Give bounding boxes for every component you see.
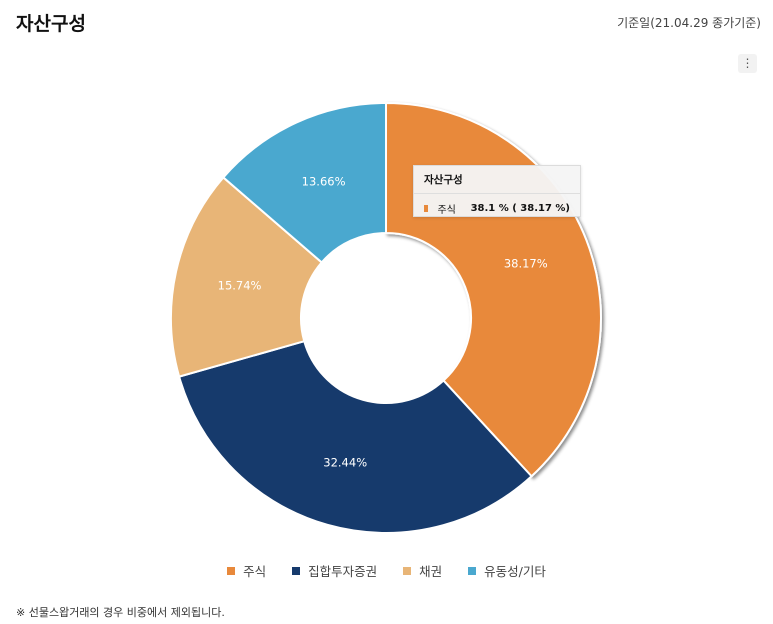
legend-item[interactable]: 주식 [227,561,266,580]
slice-label: 15.74% [218,279,262,293]
footnote: ※ 선물스왑거래의 경우 비중에서 제외됩니다. [16,606,225,619]
legend-label: 집합투자증권 [308,564,378,579]
legend-item[interactable]: 집합투자증권 [292,561,377,580]
legend-item[interactable]: 유동성/기타 [468,561,546,580]
slice-2[interactable] [177,339,533,534]
slice-label: 13.66% [302,175,346,189]
legend-item[interactable]: 채권 [403,561,442,580]
legend-label: 주식 [243,564,267,579]
slice-3[interactable] [170,176,324,378]
tooltip-series-name: 주식 [437,205,456,216]
slice-4[interactable] [221,101,387,264]
legend-label: 채권 [419,564,443,579]
tooltip-value: 38.1 % ( 38.17 %) [470,203,570,214]
tooltip-swatch [424,205,429,212]
legend-swatch [403,566,412,575]
slice-label: 32.44% [323,455,367,469]
base-date-label: 기준일(21.04.29 종가기준) [617,16,761,30]
legend-swatch [468,566,477,575]
legend-label: 유동성/기타 [484,564,546,579]
donut-chart: 38.17% 32.44% 15.74% 13.66% [170,101,602,534]
legend-swatch [227,566,236,575]
chart-menu-button[interactable]: ⋮ [738,54,757,73]
page-title: 자산구성 [16,13,86,35]
legend-swatch [292,566,301,575]
tooltip-title: 자산구성 [414,166,580,194]
chart-tooltip: 자산구성 주식 38.1 % ( 38.17 %) [413,165,581,217]
tooltip-row: 주식 38.1 % ( 38.17 %) [414,194,580,216]
chart-legend: 주식 집합투자증권 채권 유동성/기타 [0,561,773,580]
slice-label: 38.17% [504,257,548,271]
